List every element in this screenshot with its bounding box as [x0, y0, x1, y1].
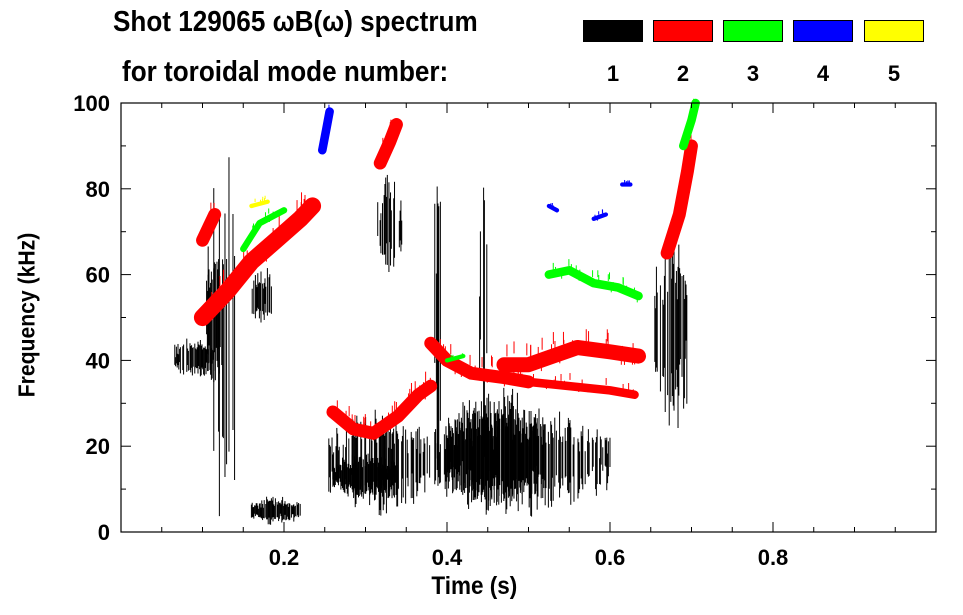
mode-1-feature — [377, 174, 403, 273]
legend-label-mode-3: 3 — [746, 61, 760, 86]
legend-swatch-mode-3 — [723, 20, 783, 42]
y-tick-label: 0 — [98, 520, 110, 545]
y-tick-label: 40 — [86, 348, 110, 373]
mode-trace — [196, 208, 222, 247]
mode-1-feature — [207, 157, 236, 517]
mode-1-feature — [654, 236, 688, 428]
mode-trace — [544, 266, 643, 301]
mode-2-feature — [660, 130, 698, 260]
mode-trace — [524, 377, 639, 399]
mode-trace — [193, 197, 322, 327]
legend-swatch-mode-2 — [653, 20, 713, 42]
legend-swatch-mode-1 — [583, 20, 643, 42]
mode-3-feature — [679, 98, 700, 151]
mode-3-feature — [240, 207, 288, 253]
mode-4-feature — [546, 202, 560, 213]
mode-5-feature — [249, 195, 270, 209]
mode-trace — [249, 199, 270, 209]
y-axis-label: Frequency (kHz) — [13, 232, 40, 398]
mode-2-feature — [496, 329, 647, 375]
mode-2-feature — [196, 202, 222, 247]
legend-label-mode-1: 1 — [606, 61, 620, 86]
mode-trace — [591, 212, 609, 221]
x-axis-label: Time (s) — [431, 572, 518, 600]
x-tick-label: 0.4 — [432, 545, 463, 570]
mode-trace — [326, 379, 438, 440]
spectrum-marks — [174, 98, 700, 525]
chart-title: Shot 129065 ωB(ω) spectrum — [113, 6, 478, 38]
legend-label-mode-4: 4 — [816, 61, 830, 86]
mode-2-feature — [524, 373, 639, 399]
legend-label-mode-2: 2 — [676, 61, 690, 86]
y-tick-label: 60 — [86, 263, 110, 288]
mode-trace — [660, 139, 698, 260]
x-tick-label: 0.2 — [269, 545, 300, 570]
x-tick-label: 0.8 — [758, 545, 789, 570]
mode-1-feature — [332, 453, 399, 501]
mode-1-feature — [479, 187, 488, 489]
legend-swatch-mode-4 — [793, 20, 853, 42]
mode-1-feature — [250, 496, 301, 525]
mode-2-feature — [193, 192, 322, 327]
mode-1-feature — [446, 387, 546, 515]
y-tick-label: 20 — [86, 434, 110, 459]
legend-swatch-mode-5 — [864, 20, 924, 42]
mode-2-feature — [373, 118, 403, 170]
chart-subtitle: for toroidal mode number: — [122, 56, 449, 88]
mode-2-feature — [326, 371, 438, 441]
mode-4-feature — [318, 104, 334, 155]
mode-3-feature — [444, 353, 466, 363]
legend-label-mode-5: 5 — [887, 61, 901, 86]
mode-3-feature — [544, 259, 643, 303]
mode-1-feature — [251, 268, 272, 323]
mode-trace — [496, 339, 647, 373]
mode-4-feature — [591, 209, 609, 221]
x-tick-label: 0.6 — [595, 545, 626, 570]
mode-4-feature — [620, 179, 633, 187]
mode-1-feature — [434, 186, 441, 478]
mode-trace — [424, 336, 535, 389]
y-tick-label: 80 — [86, 177, 110, 202]
axes: 0.2 0.4 0.6 0.8 0 20 40 60 80 100 — [73, 91, 937, 570]
mode-1-feature — [174, 338, 215, 377]
y-tick-label: 100 — [73, 91, 110, 116]
